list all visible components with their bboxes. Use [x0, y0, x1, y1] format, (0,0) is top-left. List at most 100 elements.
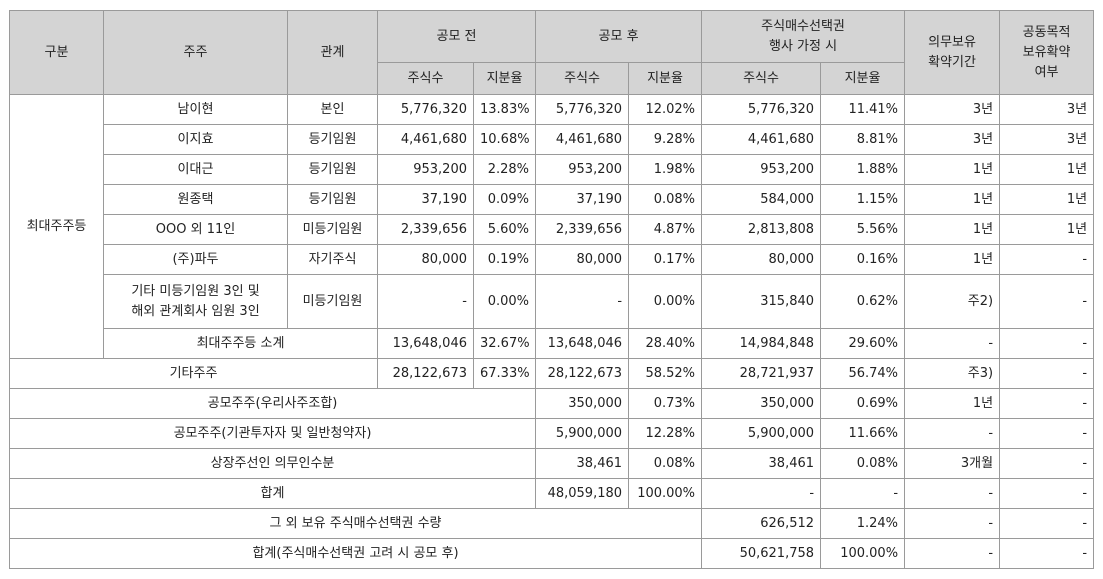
table-row: (주)파두 자기주식 80,000 0.19% 80,000 0.17% 80,…: [10, 244, 1095, 275]
opt-shares-cell: 5,900,000: [701, 418, 822, 449]
joint-cell: 1년: [999, 184, 1095, 215]
table-row: 그 외 보유 주식매수선택권 수량 626,512 1.24% - -: [8, 508, 1095, 539]
header-post-ratio: 지분율: [628, 62, 703, 95]
header-joint-line1: 공동목적: [1022, 24, 1071, 40]
joint-cell: -: [999, 274, 1095, 329]
header-joint-line3: 여부: [1034, 64, 1059, 80]
lockup-cell: -: [904, 538, 1001, 569]
opt-shares-cell: 626,512: [701, 508, 822, 539]
post-shares-cell: 4,461,680: [535, 124, 630, 155]
post-shares-cell: 37,190: [535, 184, 630, 215]
subtotal-label: 최대주주등 소계: [103, 328, 378, 359]
post-shares-cell: 13,648,046: [535, 328, 630, 359]
holder-line1: 기타 미등기임원 3인 및: [131, 283, 260, 299]
lockup-cell: 주3): [904, 358, 1001, 389]
post-shares-cell: 80,000: [535, 244, 630, 275]
opt-shares-cell: 50,621,758: [701, 538, 822, 569]
header-opt-ratio: 지분율: [820, 62, 906, 95]
relation-cell: 등기임원: [287, 154, 378, 185]
post-shares-cell: 2,339,656: [535, 214, 630, 245]
lockup-cell: 1년: [904, 184, 1001, 215]
table-row: 원종택 등기임원 37,190 0.09% 37,190 0.08% 584,0…: [10, 184, 1095, 215]
pre-shares-cell: 13,648,046: [377, 328, 474, 359]
opt-ratio-cell: 56.74%: [820, 358, 906, 389]
post-shares-cell: -: [535, 274, 630, 329]
header-relation: 관계: [287, 10, 378, 95]
table-row: OOO 외 11인 미등기임원 2,339,656 5.60% 2,339,65…: [10, 214, 1095, 245]
pre-shares-cell: 28,122,673: [377, 358, 474, 389]
header-before-offering: 공모 전: [376, 10, 537, 63]
header-joint-holding: 공동목적 보유확약 여부: [999, 10, 1095, 95]
subtotal-row: 최대주주등 소계 13,648,046 32.67% 13,648,046 28…: [10, 328, 1095, 359]
holder-cell: 남이현: [103, 94, 288, 125]
joint-cell: 1년: [999, 214, 1095, 245]
post-ratio-cell: 0.00%: [628, 274, 703, 329]
header-holder: 주주: [103, 10, 288, 95]
opt-shares-cell: 350,000: [701, 388, 822, 419]
header-row-2: 주식수 지분율 주식수 지분율 주식수 지분율: [10, 62, 1094, 95]
holder-cell: 원종택: [103, 184, 288, 215]
opt-shares-cell: -: [701, 478, 822, 509]
row-label: 합계: [8, 478, 537, 509]
header-option-line1: 주식매수선택권: [761, 18, 845, 34]
row-label: 합계(주식매수선택권 고려 시 공모 후): [8, 538, 703, 569]
header-after-offering: 공모 후: [535, 10, 703, 63]
joint-cell: -: [999, 358, 1095, 389]
pre-shares-cell: 953,200: [377, 154, 474, 185]
joint-cell: -: [999, 244, 1095, 275]
post-ratio-cell: 0.08%: [628, 448, 703, 479]
holder-cell: OOO 외 11인: [103, 214, 288, 245]
pre-shares-cell: 2,339,656: [377, 214, 474, 245]
joint-cell: -: [999, 388, 1095, 419]
post-ratio-cell: 9.28%: [628, 124, 703, 155]
opt-shares-cell: 14,984,848: [701, 328, 822, 359]
header-group: 구분: [9, 10, 104, 95]
joint-cell: -: [999, 538, 1095, 569]
pre-ratio-cell: 5.60%: [472, 214, 537, 245]
post-ratio-cell: 12.02%: [628, 94, 703, 125]
group-label-cell: 최대주주등: [9, 94, 104, 359]
table-row: 기타 미등기임원 3인 및 해외 관계회사 임원 3인 미등기임원 - 0.00…: [10, 274, 1095, 329]
relation-cell: 등기임원: [287, 184, 378, 215]
holder-cell: 이지효: [103, 124, 288, 155]
table-row: 상장주선인 의무인수분 38,461 0.08% 38,461 0.08% 3개…: [8, 448, 1095, 479]
joint-cell: 1년: [999, 154, 1095, 185]
header-lockup-period: 의무보유 확약기간: [904, 10, 1001, 95]
lockup-cell: 1년: [904, 214, 1001, 245]
table-row: 기타주주 28,122,673 67.33% 28,122,673 58.52%…: [9, 358, 1095, 389]
header-pre-shares: 주식수: [377, 62, 474, 95]
row-label: 공모주주(우리사주조합): [8, 388, 537, 419]
opt-ratio-cell: 0.16%: [820, 244, 906, 275]
post-ratio-cell: 28.40%: [628, 328, 703, 359]
pre-ratio-cell: 0.00%: [472, 274, 537, 329]
post-shares-cell: 953,200: [535, 154, 630, 185]
post-ratio-cell: 12.28%: [628, 418, 703, 449]
header-post-shares: 주식수: [535, 62, 630, 95]
lockup-cell: 1년: [904, 388, 1001, 419]
row-label: 상장주선인 의무인수분: [8, 448, 537, 479]
row-label: 공모주주(기관투자자 및 일반청약자): [8, 418, 537, 449]
other-holders-label: 기타주주: [9, 358, 378, 389]
pre-ratio-cell: 10.68%: [472, 124, 537, 155]
pre-shares-cell: 37,190: [377, 184, 474, 215]
relation-cell: 등기임원: [287, 124, 378, 155]
joint-cell: -: [999, 478, 1095, 509]
lockup-cell: -: [904, 508, 1001, 539]
pre-shares-cell: 4,461,680: [377, 124, 474, 155]
joint-cell: -: [999, 418, 1095, 449]
table-row: 공모주주(우리사주조합) 350,000 0.73% 350,000 0.69%…: [8, 388, 1095, 419]
joint-cell: -: [999, 328, 1095, 359]
opt-ratio-cell: 100.00%: [820, 538, 906, 569]
lockup-cell: 3년: [904, 94, 1001, 125]
post-ratio-cell: 1.98%: [628, 154, 703, 185]
opt-shares-cell: 584,000: [701, 184, 822, 215]
joint-cell: 3년: [999, 124, 1095, 155]
relation-cell: 미등기임원: [287, 214, 378, 245]
holder-cell: 이대근: [103, 154, 288, 185]
joint-cell: 3년: [999, 94, 1095, 125]
lockup-cell: -: [904, 328, 1001, 359]
header-lockup-line1: 의무보유: [928, 34, 976, 50]
opt-shares-cell: 80,000: [701, 244, 822, 275]
opt-shares-cell: 315,840: [701, 274, 822, 329]
header-opt-shares: 주식수: [701, 62, 822, 95]
